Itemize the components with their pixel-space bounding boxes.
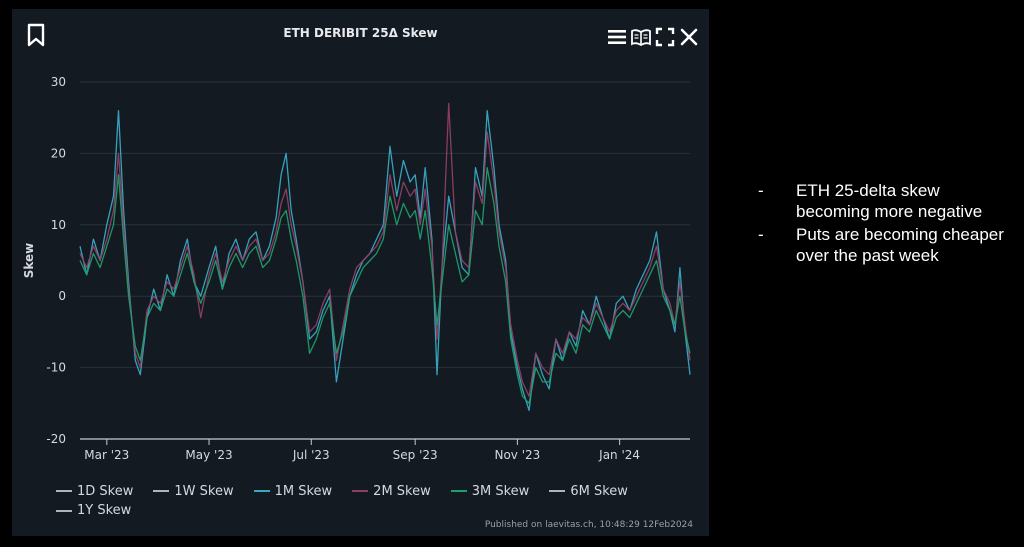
y-tick-label: 10 <box>51 218 66 232</box>
legend-swatch <box>56 509 72 512</box>
legend-label: 1W Skew <box>174 483 234 499</box>
legend-item-3m-skew[interactable]: 3M Skew <box>450 483 530 499</box>
y-tick-label: 30 <box>51 75 66 89</box>
legend-label: 3M Skew <box>471 483 530 499</box>
y-tick-label: -10 <box>46 361 66 375</box>
y-tick-label: 20 <box>51 146 66 160</box>
legend-label: 1Y Skew <box>77 503 132 518</box>
note-item: - Puts are becoming cheaper over the past… <box>758 224 1018 266</box>
legend-swatch <box>352 490 369 492</box>
legend-swatch <box>153 490 170 492</box>
fullscreen-icon[interactable] <box>655 27 675 47</box>
x-tick-label: Jan '24 <box>598 448 640 462</box>
legend-item-6m-skew[interactable]: 6M Skew <box>549 484 628 499</box>
x-tick-label: Sep '23 <box>393 448 438 462</box>
legend-label: 1D Skew <box>77 483 134 499</box>
legend-label: 1M Skew <box>274 483 333 499</box>
series-line-2m-skew <box>79 102 691 397</box>
bookmark-icon[interactable] <box>26 23 46 47</box>
note-text: ETH 25-delta skew becoming more negative <box>796 181 983 221</box>
y-tick-label: 0 <box>58 289 66 303</box>
legend-swatch <box>56 490 72 492</box>
note-dash: - <box>758 181 764 200</box>
series-line-1m-skew <box>79 109 691 412</box>
chart-title: ETH DERIBIT 25Δ Skew <box>283 26 438 40</box>
legend-label: 6M Skew <box>570 483 628 499</box>
book-icon[interactable] <box>631 27 651 47</box>
x-tick-label: Nov '23 <box>494 448 540 462</box>
note-dash: - <box>758 225 764 244</box>
chart-panel: ETH DERIBIT 25Δ Skew 30 20 10 0 -10 -20 Mar '2… <box>12 9 709 536</box>
legend-item-1m-skew[interactable]: 1M Skew <box>253 483 333 499</box>
note-text: Puts are becoming cheaper over the past … <box>796 225 1004 265</box>
y-tick-label: -20 <box>46 432 66 446</box>
chart-legend: 1D Skew 1W Skew 1M Skew 2M Skew 3M Skew 6M Sk… <box>56 481 696 520</box>
x-tick-label: Mar '23 <box>84 448 129 462</box>
menu-icon[interactable] <box>607 27 627 47</box>
legend-swatch <box>450 490 467 492</box>
x-tick-label: May '23 <box>185 448 232 462</box>
legend-item-1y-skew[interactable]: 1Y Skew <box>56 503 131 518</box>
series-line-3m-skew <box>79 167 691 404</box>
x-tick-label: Jul '23 <box>292 448 330 462</box>
legend-item-1d-skew[interactable]: 1D Skew <box>56 484 133 499</box>
legend-item-1w-skew[interactable]: 1W Skew <box>153 483 234 499</box>
legend-label: 2M Skew <box>373 483 431 499</box>
y-axis-label: Skew <box>22 243 36 279</box>
commentary-notes: - ETH 25-delta skew becoming more negativ… <box>758 180 1018 268</box>
skew-line-chart: 30 20 10 0 -10 -20 Mar '23 May '23 Jul '23 Sep '2… <box>22 75 691 462</box>
close-icon[interactable] <box>679 27 699 47</box>
legend-swatch <box>253 490 270 492</box>
note-item: - ETH 25-delta skew becoming more negativ… <box>758 180 1018 222</box>
legend-item-2m-skew[interactable]: 2M Skew <box>352 484 431 499</box>
published-note: Published on laevitas.ch, 10:48:29 12Feb… <box>484 520 693 530</box>
chart-toolbar <box>607 27 699 49</box>
legend-swatch <box>549 490 566 492</box>
